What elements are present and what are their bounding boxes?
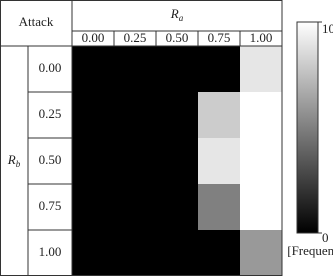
colorbar [296, 21, 319, 234]
heatmap-cell [198, 138, 240, 184]
x-axis-label: Ra [170, 6, 184, 23]
heatmap-cell [156, 46, 198, 92]
heatmap-cell [240, 138, 282, 184]
heatmap-cell [114, 46, 156, 92]
x-tick-label: 0.75 [208, 30, 231, 45]
heatmap-cell [156, 92, 198, 138]
heatmap-cell [72, 138, 114, 184]
table-title: Attack [19, 14, 54, 29]
heatmap-cell [198, 92, 240, 138]
x-tick-label: 0.50 [166, 30, 189, 45]
heatmap-cell [72, 46, 114, 92]
colorbar-tick-label: 10 [322, 21, 333, 36]
heatmap-cell [114, 184, 156, 230]
heatmap-cell [114, 92, 156, 138]
y-tick-label: 0.00 [39, 60, 62, 75]
heatmap-cell [198, 184, 240, 230]
heatmap-cell [114, 138, 156, 184]
heatmap-cell [198, 46, 240, 92]
heatmap-cell [156, 138, 198, 184]
heatmap-cell [72, 230, 114, 276]
x-label-sub: a [179, 13, 184, 23]
heatmap-cell [156, 230, 198, 276]
y-axis-label: Rb [7, 152, 21, 169]
y-tick-label: 1.00 [39, 244, 62, 259]
heatmap-cell [240, 46, 282, 92]
colorbar-axis: 0 10 [318, 21, 333, 245]
heatmap-cell [240, 184, 282, 230]
y-tick-label: 0.50 [39, 152, 62, 167]
y-tick-label: 0.75 [39, 198, 62, 213]
y-label-sub: b [16, 159, 21, 169]
y-tick-label: 0.25 [39, 106, 62, 121]
colorbar-tick-label: 0 [322, 230, 329, 245]
heatmap-cell [114, 230, 156, 276]
x-label-main: R [170, 6, 179, 21]
y-label-main: R [7, 152, 16, 167]
heatmap-cell [72, 184, 114, 230]
heatmap-cell [240, 230, 282, 276]
x-tick-label: 0.00 [82, 30, 105, 45]
x-tick-label: 0.25 [124, 30, 147, 45]
heatmap [72, 46, 282, 276]
heatmap-cell [72, 92, 114, 138]
heatmap-cell [156, 184, 198, 230]
colorbar-label: [Frequency] [287, 243, 333, 258]
heatmap-cell [198, 230, 240, 276]
x-tick-label: 1.00 [250, 30, 273, 45]
heatmap-cell [240, 92, 282, 138]
